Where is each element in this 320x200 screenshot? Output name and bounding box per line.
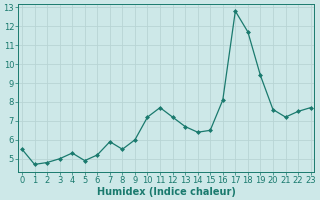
X-axis label: Humidex (Indice chaleur): Humidex (Indice chaleur) <box>97 187 236 197</box>
